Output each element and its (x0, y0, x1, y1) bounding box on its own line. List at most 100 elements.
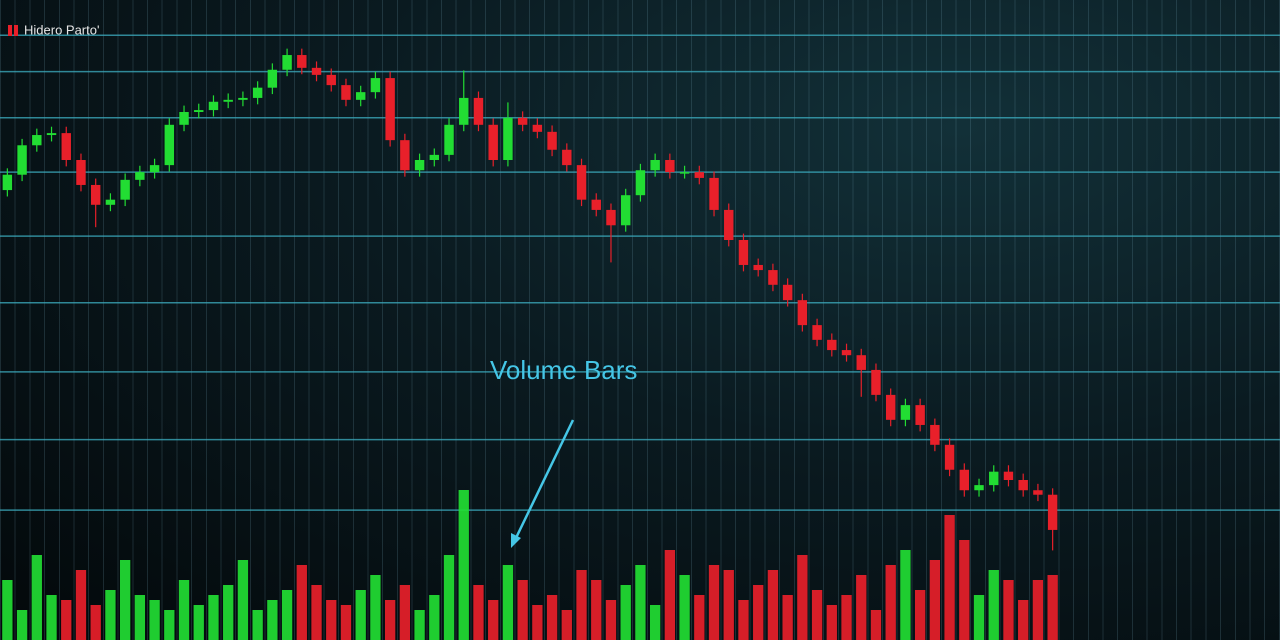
volume-bar (959, 540, 970, 640)
chart-title: Hidero Parto' (24, 22, 99, 37)
candle-body (724, 209, 734, 240)
candle-body (1018, 480, 1028, 491)
volume-bar (841, 595, 852, 640)
volume-bar (443, 555, 455, 640)
volume-bar (738, 600, 749, 640)
volume-bar (708, 565, 720, 640)
candle-body (753, 264, 763, 271)
candle-body (989, 471, 999, 486)
volume-bar (61, 600, 72, 640)
volume-bar (237, 560, 249, 640)
candle-body (738, 240, 749, 265)
volume-bar (134, 595, 146, 640)
volume-bar (2, 580, 13, 640)
candle-body (32, 135, 42, 146)
candle-body (355, 92, 366, 100)
candle-body (650, 160, 660, 171)
candle-body (885, 394, 896, 420)
candle-body (76, 160, 86, 185)
candle-body (238, 97, 248, 100)
candle-body (46, 133, 57, 136)
volume-bar (944, 515, 955, 640)
volume-bar (355, 590, 366, 640)
candle-body (576, 165, 587, 200)
candle-body (974, 485, 984, 491)
volume-bar (797, 555, 808, 640)
volume-bar (988, 570, 999, 640)
volume-bar (149, 600, 160, 640)
volume-bar (914, 590, 926, 640)
candle-body (606, 209, 616, 226)
candle-body (841, 350, 852, 356)
candle-body (562, 149, 572, 166)
candle-body (473, 97, 484, 125)
candle-body (1003, 471, 1014, 480)
volume-bar (694, 595, 705, 640)
volume-bar (870, 610, 882, 640)
candle-body (900, 405, 911, 420)
candle-body (90, 184, 101, 205)
candle-body (17, 145, 27, 175)
candle-body (444, 124, 454, 155)
candle-body (591, 199, 601, 210)
candle-body (2, 174, 13, 191)
candle-body (488, 124, 498, 160)
volume-bar (591, 580, 602, 640)
volume-bar (517, 580, 528, 640)
volume-bar (458, 490, 469, 640)
volume-bar (811, 590, 823, 640)
candle-body (370, 78, 381, 93)
candle-body (385, 78, 395, 141)
candle-body (341, 85, 351, 100)
candle-body (503, 117, 513, 160)
volume-bar (605, 600, 617, 640)
volume-bar (1032, 580, 1044, 640)
volume-bar (488, 600, 499, 640)
volume-bar (473, 585, 484, 640)
candle-body (105, 199, 116, 205)
volume-bar (164, 610, 175, 640)
volume-bar (826, 605, 837, 640)
candle-body (429, 154, 440, 160)
candle-body (694, 172, 705, 178)
candle-body (120, 179, 130, 200)
title-icon (14, 25, 18, 36)
candle-body (959, 469, 970, 491)
volume-bar (208, 595, 219, 640)
candle-body (797, 300, 808, 326)
volume-bar (105, 590, 116, 640)
volume-bar (370, 575, 381, 640)
candle-body (915, 405, 925, 425)
candle-body (194, 110, 204, 112)
candle-body (135, 172, 145, 180)
volume-bar (900, 550, 911, 640)
candle-body (459, 97, 469, 125)
annotation-arrow (513, 419, 575, 541)
volume-bar (223, 585, 234, 640)
volume-bar (193, 605, 204, 640)
candle-body (1047, 494, 1058, 530)
volume-bar (429, 595, 440, 640)
volume-bar (635, 565, 646, 640)
candle-body (944, 444, 955, 470)
candle-body (1033, 490, 1043, 495)
candle-body (768, 270, 778, 285)
candle-body (179, 112, 189, 125)
candle-body (620, 195, 631, 226)
volume-bar (399, 585, 411, 640)
candle-body (547, 131, 557, 150)
candle-body (252, 87, 263, 98)
candle-body (267, 69, 278, 88)
volume-bar (546, 595, 558, 640)
volume-bar (502, 565, 514, 640)
candle-body (149, 165, 160, 173)
candle-body (665, 160, 675, 173)
volume-bar (296, 565, 307, 640)
volume-bar (75, 570, 87, 640)
volume-bar (576, 570, 587, 640)
candle-body (930, 424, 940, 445)
candle-body (223, 99, 233, 102)
volume-bar (856, 575, 867, 640)
volume-bar (782, 595, 793, 640)
